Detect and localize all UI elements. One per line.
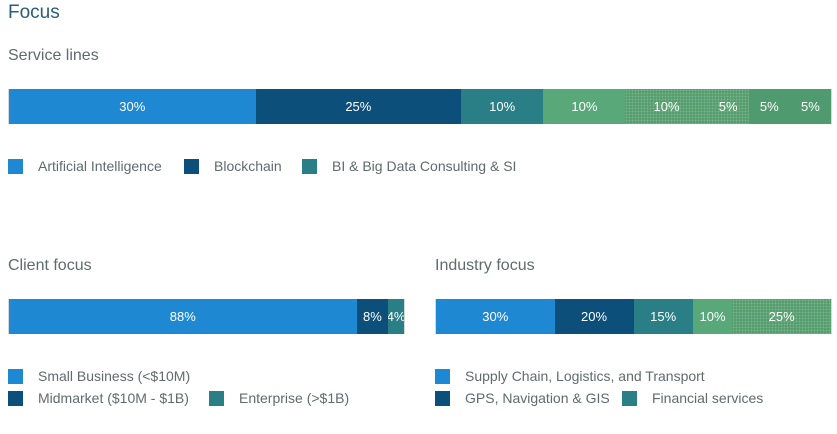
legend-label: Supply Chain, Logistics, and Transport — [465, 368, 705, 384]
bar-segment-label: 25% — [345, 99, 372, 114]
bar-segment-label: 8% — [362, 309, 382, 324]
legend-swatch-icon — [209, 390, 224, 406]
legend-label: Small Business (<$10M) — [38, 368, 191, 384]
legend-item-financial-services: Financial services — [622, 389, 763, 407]
bar-segment: 10% — [543, 89, 626, 124]
page-title: Focus — [8, 2, 60, 23]
bar-segment: 4% — [388, 299, 404, 334]
bar-segment-label: 5% — [759, 99, 779, 114]
bar-segment: 30% — [9, 89, 256, 124]
bar-segment: 10% — [692, 299, 733, 334]
bar-segment-label: 25% — [768, 309, 795, 324]
legend-swatch-icon — [435, 368, 450, 384]
legend-label: Artificial Intelligence — [38, 158, 162, 174]
service-lines-bar: 30% 25% 10% 10% 10% 5% 5% 5% — [8, 89, 832, 124]
legend-item-small-business: Small Business (<$10M) — [8, 367, 190, 385]
legend-item-supply-chain: Supply Chain, Logistics, and Transport — [435, 367, 705, 385]
bar-segment: 8% — [356, 299, 389, 334]
bar-segment-label: 5% — [718, 99, 738, 114]
bar-segment-label: 5% — [800, 99, 820, 114]
bar-segment: 10% — [625, 89, 708, 124]
bar-segment: 30% — [436, 299, 555, 334]
legend-item-bi-big-data: BI & Big Data Consulting & SI — [302, 157, 516, 175]
legend-label: GPS, Navigation & GIS — [465, 390, 610, 406]
client-focus-bar: 88% 8% 4% — [8, 299, 405, 334]
legend-label: Financial services — [652, 390, 764, 406]
legend-item-gps-navigation: GPS, Navigation & GIS — [435, 389, 610, 407]
bar-segment-label: 15% — [650, 309, 677, 324]
legend-swatch-icon — [622, 390, 637, 406]
bar-segment: 88% — [9, 299, 357, 334]
legend-label: Enterprise (>$1B) — [239, 390, 350, 406]
legend-label: Blockchain — [214, 158, 282, 174]
bar-segment-label: 10% — [699, 309, 726, 324]
bar-segment-label: 30% — [482, 309, 509, 324]
bar-segment-label: 10% — [489, 99, 516, 114]
legend-item-midmarket: Midmarket ($10M - $1B) — [8, 389, 189, 407]
client-focus-label: Client focus — [8, 257, 92, 274]
bar-segment: 5% — [748, 89, 790, 124]
legend-label: BI & Big Data Consulting & SI — [332, 158, 517, 174]
legend-swatch-icon — [8, 390, 23, 406]
legend-label: Midmarket ($10M - $1B) — [38, 390, 189, 406]
bar-segment-label: 10% — [571, 99, 598, 114]
bar-segment-label: 30% — [119, 99, 146, 114]
legend-swatch-icon — [184, 158, 199, 174]
bar-segment: 20% — [554, 299, 634, 334]
bar-segment-label: 10% — [653, 99, 680, 114]
bar-segment: 15% — [633, 299, 693, 334]
industry-focus-label: Industry focus — [435, 257, 535, 274]
service-lines-label: Service lines — [8, 47, 99, 64]
bar-segment: 25% — [255, 89, 462, 124]
legend-item-artificial-intelligence: Artificial Intelligence — [8, 157, 162, 175]
bar-segment: 5% — [707, 89, 749, 124]
bar-segment-label: 88% — [169, 309, 196, 324]
bar-segment-label: 20% — [580, 309, 608, 324]
industry-focus-bar: 30% 20% 15% 10% 25% — [435, 299, 832, 334]
legend-item-blockchain: Blockchain — [184, 157, 282, 175]
legend-item-enterprise: Enterprise (>$1B) — [209, 389, 349, 407]
legend-swatch-icon — [302, 158, 317, 174]
bar-segment: 10% — [461, 89, 544, 124]
bar-segment: 5% — [789, 89, 831, 124]
bar-segment: 25% — [732, 299, 831, 334]
legend-swatch-icon — [8, 158, 23, 174]
legend-swatch-icon — [435, 390, 450, 406]
legend-swatch-icon — [8, 368, 23, 384]
bar-segment-label: 4% — [388, 309, 404, 324]
